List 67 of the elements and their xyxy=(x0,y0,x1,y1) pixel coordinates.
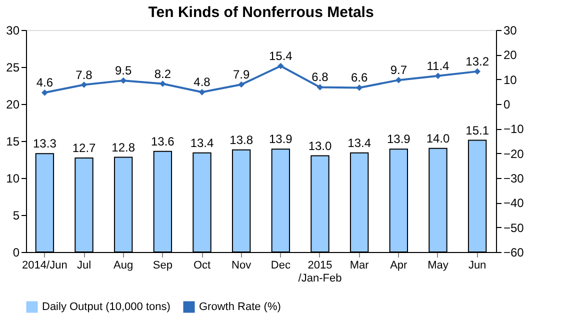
data-label: 4.6 xyxy=(36,76,54,90)
x-tick-label: Jun xyxy=(468,260,486,272)
y2-tick-label: −60 xyxy=(504,246,524,260)
data-label: 13.9 xyxy=(268,132,293,146)
data-label: 14.0 xyxy=(426,131,450,146)
point xyxy=(316,84,324,90)
data-label: 6.8 xyxy=(312,70,329,84)
point xyxy=(80,82,88,88)
y-tick-label: 30 xyxy=(6,24,20,38)
x-tick-label: 2014/Jun xyxy=(22,260,68,272)
point xyxy=(474,68,480,75)
point xyxy=(160,80,166,87)
data-label: 12.7 xyxy=(72,141,96,156)
data-label: 13.2 xyxy=(466,54,490,68)
data-label: 15.1 xyxy=(466,123,490,138)
y2-tick-label: −30 xyxy=(504,172,524,186)
data-label: 15.4 xyxy=(268,49,293,64)
point xyxy=(434,72,442,80)
x-tick-label: 2015 /Jan-Feb xyxy=(298,260,342,284)
data-label: 7.9 xyxy=(232,68,250,82)
y2-tick-label: −10 xyxy=(504,122,524,136)
y2-tick-label: 20 xyxy=(504,48,518,62)
point xyxy=(395,76,402,84)
y2-tick-label: −50 xyxy=(504,220,524,235)
y2-tick-label: −40 xyxy=(504,196,524,210)
point xyxy=(42,89,48,96)
y-tick-label: 20 xyxy=(6,98,20,112)
y-tick-label: 10 xyxy=(6,172,20,186)
x-tick-label: Apr xyxy=(390,260,408,272)
legend-label: Growth Rate (%) xyxy=(199,301,281,313)
data-label: 13.4 xyxy=(348,136,372,150)
data-label: 6.6 xyxy=(350,70,368,85)
x-tick-label: Dec xyxy=(270,260,291,272)
point xyxy=(278,62,284,70)
x-tick-label: Aug xyxy=(114,260,134,272)
y2-tick-label: 30 xyxy=(504,24,518,38)
y-tick-label: 5 xyxy=(12,208,20,222)
y2-tick-label: 10 xyxy=(504,72,518,87)
point xyxy=(198,89,206,96)
y-tick-label: 0 xyxy=(12,246,20,260)
y2-tick-label: −20 xyxy=(504,146,524,161)
data-label: 13.0 xyxy=(308,138,332,153)
data-label: 13.6 xyxy=(150,134,175,148)
y2-tick-label: 0 xyxy=(504,98,510,112)
x-tick-label: Oct xyxy=(193,260,211,272)
data-label: 13.8 xyxy=(230,132,254,147)
point xyxy=(238,81,244,88)
y-tick-label: 15 xyxy=(6,134,20,148)
x-tick-label: May xyxy=(428,260,449,272)
x-tick-label: Jul xyxy=(76,260,92,272)
data-label: 12.8 xyxy=(112,140,136,154)
legend-label: Daily Output (10,000 tons) xyxy=(42,301,170,313)
y-tick-label: 25 xyxy=(6,60,20,74)
chart-title: Ten Kinds of Nonferrous Metals xyxy=(148,4,374,21)
data-label: 4.8 xyxy=(194,75,211,90)
x-tick-label: Sep xyxy=(152,260,172,272)
data-label: 7.8 xyxy=(76,68,93,82)
data-label: 11.4 xyxy=(426,58,450,73)
x-tick-label: Mar xyxy=(350,260,370,272)
data-label: 13.4 xyxy=(190,136,214,150)
data-label: 9.5 xyxy=(115,64,132,78)
data-label: 9.7 xyxy=(390,63,408,78)
data-label: 13.3 xyxy=(33,136,57,151)
x-tick-label: Nov xyxy=(232,260,252,272)
point xyxy=(120,77,127,84)
data-label: 13.9 xyxy=(386,132,411,146)
data-label: 8.2 xyxy=(154,66,172,81)
